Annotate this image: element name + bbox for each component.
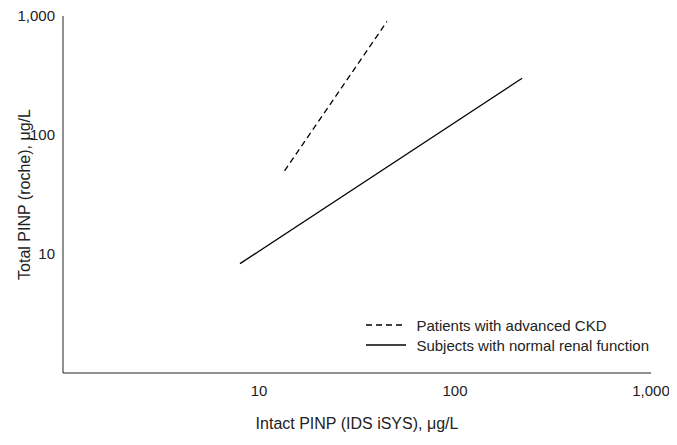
svg-text:10: 10	[251, 382, 268, 399]
svg-text:1,000: 1,000	[17, 8, 55, 24]
svg-text:100: 100	[30, 126, 55, 143]
svg-text:Intact PINP (IDS iSYS), μg/L: Intact PINP (IDS iSYS), μg/L	[256, 415, 459, 432]
svg-text:Total PINP (roche), μg/L: Total PINP (roche), μg/L	[16, 109, 33, 280]
svg-text:100: 100	[442, 382, 467, 399]
html-text:Patients with advanced CKD: Patients with advanced CKD	[416, 316, 607, 334]
svg-text:1,000: 1,000	[632, 382, 669, 399]
html-text:Subjects with normal renal fun: Subjects with normal renal function	[416, 336, 649, 354]
svg-text:10: 10	[38, 245, 55, 262]
